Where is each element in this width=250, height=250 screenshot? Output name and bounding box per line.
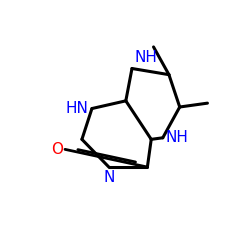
Text: O: O (51, 142, 63, 157)
Text: NH: NH (134, 50, 157, 65)
Text: HN: HN (65, 101, 88, 116)
Text: NH: NH (166, 130, 189, 145)
Text: N: N (103, 170, 115, 185)
